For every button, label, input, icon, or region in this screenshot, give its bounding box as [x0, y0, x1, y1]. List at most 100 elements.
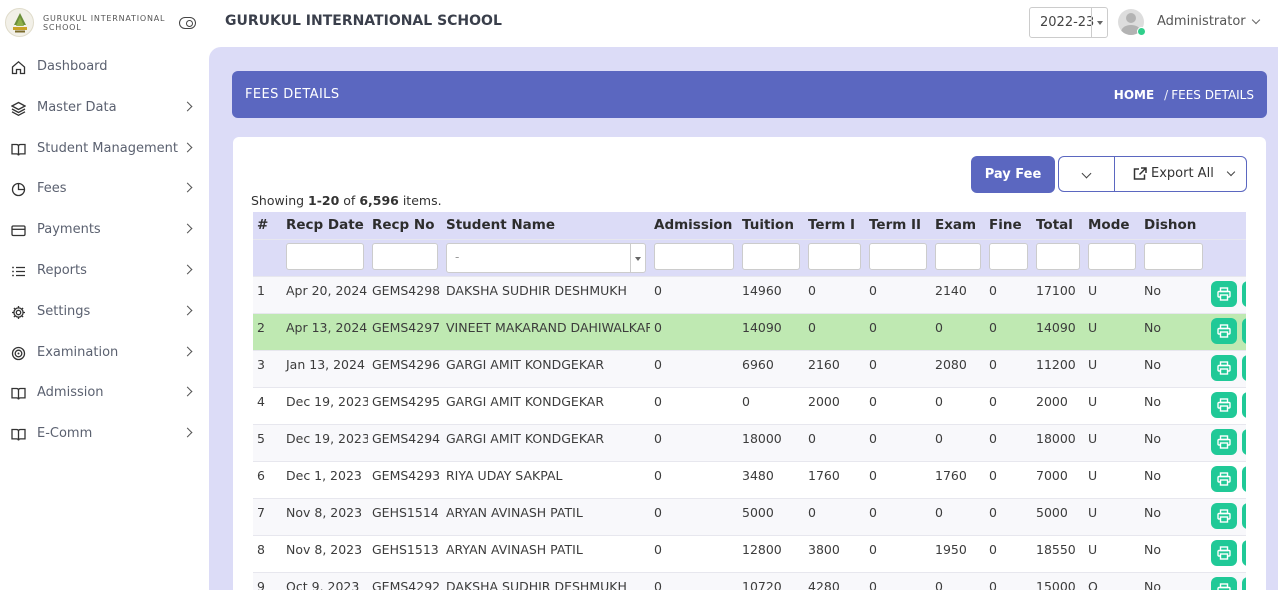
book-icon [11, 142, 26, 157]
row-action-button[interactable] [1242, 391, 1246, 418]
column-header[interactable]: Student Name [442, 212, 650, 239]
home-icon [11, 60, 26, 75]
table-row[interactable]: 4 Dec 19, 2023 GEMS4295 GARGI AMIT KONDGEKA… [253, 386, 1246, 424]
filter-input[interactable] [1144, 242, 1203, 270]
column-header[interactable]: Mode [1084, 212, 1140, 239]
column-header[interactable]: Fine [985, 212, 1032, 239]
table-cell: DAKSHA SUDHIR DESHMUKH [442, 275, 650, 313]
filter-input[interactable] [1088, 242, 1136, 270]
column-header[interactable]: Total [1032, 212, 1084, 239]
student-name-filter-select[interactable]: - [446, 242, 646, 273]
table-header-row: # Recp Date Recp No Student Name Admission Tu… [253, 212, 1246, 239]
table-cell: No [1140, 386, 1207, 424]
sidebar-item-admission[interactable]: Admission [0, 373, 209, 414]
table-cell: DAKSHA SUDHIR DESHMUKH [442, 571, 650, 590]
table-row[interactable]: 8 Nov 8, 2023 GEHS1513 ARYAN AVINASH PATIL 0… [253, 534, 1246, 572]
filter-input[interactable] [869, 242, 927, 270]
table-row[interactable]: 2 Apr 13, 2024 GEMS4297 VINEET MAKARAND DAH… [253, 312, 1246, 350]
print-receipt-button[interactable] [1211, 317, 1237, 344]
print-receipt-button[interactable] [1211, 391, 1237, 418]
column-header[interactable]: Term I [804, 212, 865, 239]
sidebar-item-master-data[interactable]: Master Data [0, 88, 209, 129]
table-cell: No [1140, 275, 1207, 313]
table-cell: 6 [253, 460, 282, 498]
academic-year-select[interactable]: 2022-23 [1029, 7, 1108, 38]
table-cell: 5 [253, 423, 282, 461]
table-cell: 17100 [1032, 275, 1084, 313]
table-row[interactable]: 9 Oct 9, 2023 GEMS4292 DAKSHA SUDHIR DESHMU… [253, 571, 1246, 590]
filter-cell [985, 238, 1032, 276]
pay-fee-button[interactable]: Pay Fee [971, 156, 1055, 193]
row-action-button[interactable] [1242, 280, 1246, 307]
sidebar-item-reports[interactable]: Reports [0, 251, 209, 292]
target-icon [11, 346, 26, 361]
table-cell: VINEET MAKARAND DAHIWALKAR [442, 312, 650, 350]
sidebar-item-student-management[interactable]: Student Management [0, 129, 209, 170]
row-action-button[interactable] [1242, 428, 1246, 455]
filter-input[interactable] [654, 242, 734, 270]
column-header[interactable]: Tuition [738, 212, 804, 239]
column-header[interactable]: Recp No [368, 212, 442, 239]
row-action-button[interactable] [1242, 502, 1246, 529]
export-all-button[interactable]: Export All [1115, 157, 1246, 191]
table-row[interactable]: 7 Nov 8, 2023 GEHS1514 ARYAN AVINASH PATIL 0… [253, 497, 1246, 535]
fees-table-container[interactable]: # Recp Date Recp No Student Name Admission Tu… [253, 212, 1246, 590]
filter-input[interactable] [935, 242, 981, 270]
user-name[interactable]: Administrator [1157, 14, 1246, 29]
column-header[interactable]: Admission [650, 212, 738, 239]
table-row[interactable]: 6 Dec 1, 2023 GEMS4293 RIYA UDAY SAKPAL 0 348… [253, 460, 1246, 498]
table-cell: 2000 [804, 386, 865, 424]
table-row[interactable]: 3 Jan 13, 2024 GEMS4296 GARGI AMIT KONDGEKA… [253, 349, 1246, 387]
table-cell: No [1140, 423, 1207, 461]
table-cell: No [1140, 571, 1207, 590]
print-receipt-button[interactable] [1211, 428, 1237, 455]
table-row[interactable]: 5 Dec 19, 2023 GEMS4294 GARGI AMIT KONDGEKA… [253, 423, 1246, 461]
chevron-down-icon[interactable] [1251, 15, 1261, 25]
sidebar-item-examination[interactable]: Examination [0, 333, 209, 374]
sidebar-item-payments[interactable]: Payments [0, 210, 209, 251]
sidebar-item-fees[interactable]: Fees [0, 169, 209, 210]
table-cell: 0 [650, 460, 738, 498]
row-action-button[interactable] [1242, 317, 1246, 344]
breadcrumb-home[interactable]: HOME [1113, 88, 1155, 102]
print-receipt-button[interactable] [1211, 576, 1237, 590]
sidebar-item-label: Fees [37, 181, 67, 197]
column-header[interactable]: Recp Date [282, 212, 368, 239]
filter-cell: - [442, 238, 650, 276]
sidebar-toggle-icon[interactable] [179, 17, 196, 29]
filter-input[interactable] [808, 242, 861, 270]
row-action-button[interactable] [1242, 576, 1246, 590]
table-cell: 4280 [804, 571, 865, 590]
row-action-button[interactable] [1242, 539, 1246, 566]
filter-input[interactable] [286, 242, 364, 270]
fees-card: Pay Fee Export All Showing 1-20 of 6,596… [233, 137, 1266, 590]
table-row[interactable]: 1 Apr 20, 2024 GEMS4298 DAKSHA SUDHIR DESHM… [253, 275, 1246, 313]
table-cell: RIYA UDAY SAKPAL [442, 460, 650, 498]
table-cell: 0 [865, 571, 931, 590]
sidebar-item-settings[interactable]: Settings [0, 292, 209, 333]
table-cell: 9 [253, 571, 282, 590]
row-action-button[interactable] [1242, 354, 1246, 381]
filter-input[interactable] [742, 242, 800, 270]
column-header[interactable]: Term II [865, 212, 931, 239]
row-action-button[interactable] [1242, 465, 1246, 492]
table-cell: 18000 [738, 423, 804, 461]
print-receipt-button[interactable] [1211, 502, 1237, 529]
sidebar-item-e-comm[interactable]: E-Comm [0, 414, 209, 455]
print-receipt-button[interactable] [1211, 354, 1237, 381]
print-receipt-button[interactable] [1211, 280, 1237, 307]
table-cell: 5000 [1032, 497, 1084, 535]
table-cell: 15000 [1032, 571, 1084, 590]
column-header[interactable]: Dishon [1140, 212, 1207, 239]
print-receipt-button[interactable] [1211, 465, 1237, 492]
sidebar-item-dashboard[interactable]: Dashboard [0, 47, 209, 88]
brand[interactable]: GURUKUL INTERNATIONAL SCHOOL [5, 6, 205, 40]
columns-dropdown-button[interactable] [1059, 157, 1115, 191]
filter-input[interactable] [1036, 242, 1080, 270]
column-header[interactable]: Exam [931, 212, 985, 239]
filter-input[interactable] [372, 242, 438, 270]
print-receipt-button[interactable] [1211, 539, 1237, 566]
filter-input[interactable] [989, 242, 1028, 270]
sidebar: GURUKUL INTERNATIONAL SCHOOL Dashboard Ma… [0, 0, 209, 590]
sidebar-item-label: E-Comm [37, 426, 93, 442]
